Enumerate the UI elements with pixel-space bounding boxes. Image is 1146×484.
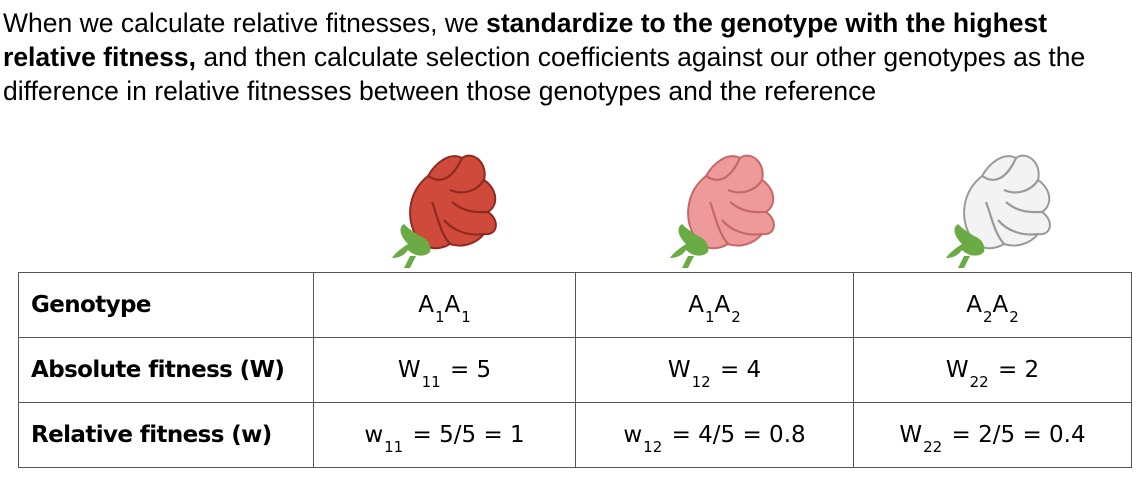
allele-subscript: 1: [434, 308, 445, 326]
flower-petals: [409, 154, 497, 250]
fitness-subscript: 11: [421, 373, 441, 391]
fitness-cell: W12 = 4: [575, 337, 854, 403]
pink-snapdragon-icon: [670, 154, 775, 268]
genotype-cell: A1A1: [313, 272, 576, 338]
intro-text-end: and then calculate selection coefficient…: [3, 42, 1086, 106]
allele-letter: A: [992, 292, 1009, 318]
fitness-symbol: W: [945, 357, 969, 383]
row-label-genotype: Genotype: [18, 272, 314, 338]
genotype-cell: A1A2: [575, 272, 854, 338]
fitness-value: = 5/5 = 1: [412, 422, 525, 448]
allele-subscript: 1: [704, 308, 715, 326]
intro-paragraph: When we calculate relative fitnesses, we…: [3, 6, 1143, 108]
fitness-subscript: 22: [923, 438, 943, 456]
table-row-absolute-fitness: Absolute fitness (W) W11 = 5 W12 = 4 W22…: [18, 337, 1132, 403]
flower-petals: [963, 154, 1051, 250]
fitness-symbol: W: [667, 357, 691, 383]
flower-stem: [670, 224, 709, 268]
intro-bold-text: standardize to the genotype with the hig…: [3, 8, 1048, 72]
fitness-subscript: 12: [691, 373, 711, 391]
white-snapdragon-icon: [946, 154, 1051, 268]
allele-letter: A: [966, 292, 982, 318]
flower-stem: [946, 224, 985, 268]
genotype-cell: A2A2: [853, 272, 1132, 338]
allele-subscript: 2: [982, 308, 993, 326]
fitness-subscript: 11: [384, 438, 404, 456]
allele-letter: A: [444, 292, 461, 318]
fitness-symbol: W: [397, 357, 421, 383]
intro-text-start: When we calculate relative fitnesses, we: [3, 8, 487, 38]
fitness-value: = 4/5 = 0.8: [671, 422, 806, 448]
allele-subscript: 2: [731, 308, 741, 326]
fitness-value: = 2/5 = 0.4: [951, 422, 1086, 448]
fitness-value: = 2: [997, 357, 1040, 383]
allele-letter: A: [688, 292, 704, 318]
fitness-cell: w11 = 5/5 = 1: [313, 402, 576, 468]
allele-subscript: 2: [1009, 308, 1019, 326]
table-row-genotype: Genotype A1A1 A1A2 A2A2: [18, 272, 1132, 338]
row-label-relative-fitness: Relative fitness (w): [18, 402, 314, 468]
fitness-cell: W11 = 5: [313, 337, 576, 403]
row-label-absolute-fitness: Absolute fitness (W): [18, 337, 314, 403]
fitness-cell: W22 = 2/5 = 0.4: [853, 402, 1132, 468]
allele-subscript: 1: [461, 308, 471, 326]
red-snapdragon-icon: [392, 154, 497, 268]
fitness-subscript: 22: [969, 373, 989, 391]
fitness-table: Genotype A1A1 A1A2 A2A2 Absolute fitness…: [18, 272, 1132, 468]
fitness-symbol: W: [899, 422, 923, 448]
fitness-symbol: w: [623, 422, 643, 448]
fitness-cell: w12 = 4/5 = 0.8: [575, 402, 854, 468]
allele-letter: A: [714, 292, 731, 318]
fitness-value: = 5: [449, 357, 492, 383]
fitness-subscript: 12: [643, 438, 663, 456]
table-row-relative-fitness: Relative fitness (w) w11 = 5/5 = 1 w12 =…: [18, 402, 1132, 468]
flower-petals: [687, 154, 775, 250]
fitness-value: = 4: [719, 357, 762, 383]
allele-letter: A: [418, 292, 434, 318]
fitness-symbol: w: [364, 422, 384, 448]
fitness-cell: W22 = 2: [853, 337, 1132, 403]
flower-stem: [392, 224, 431, 268]
